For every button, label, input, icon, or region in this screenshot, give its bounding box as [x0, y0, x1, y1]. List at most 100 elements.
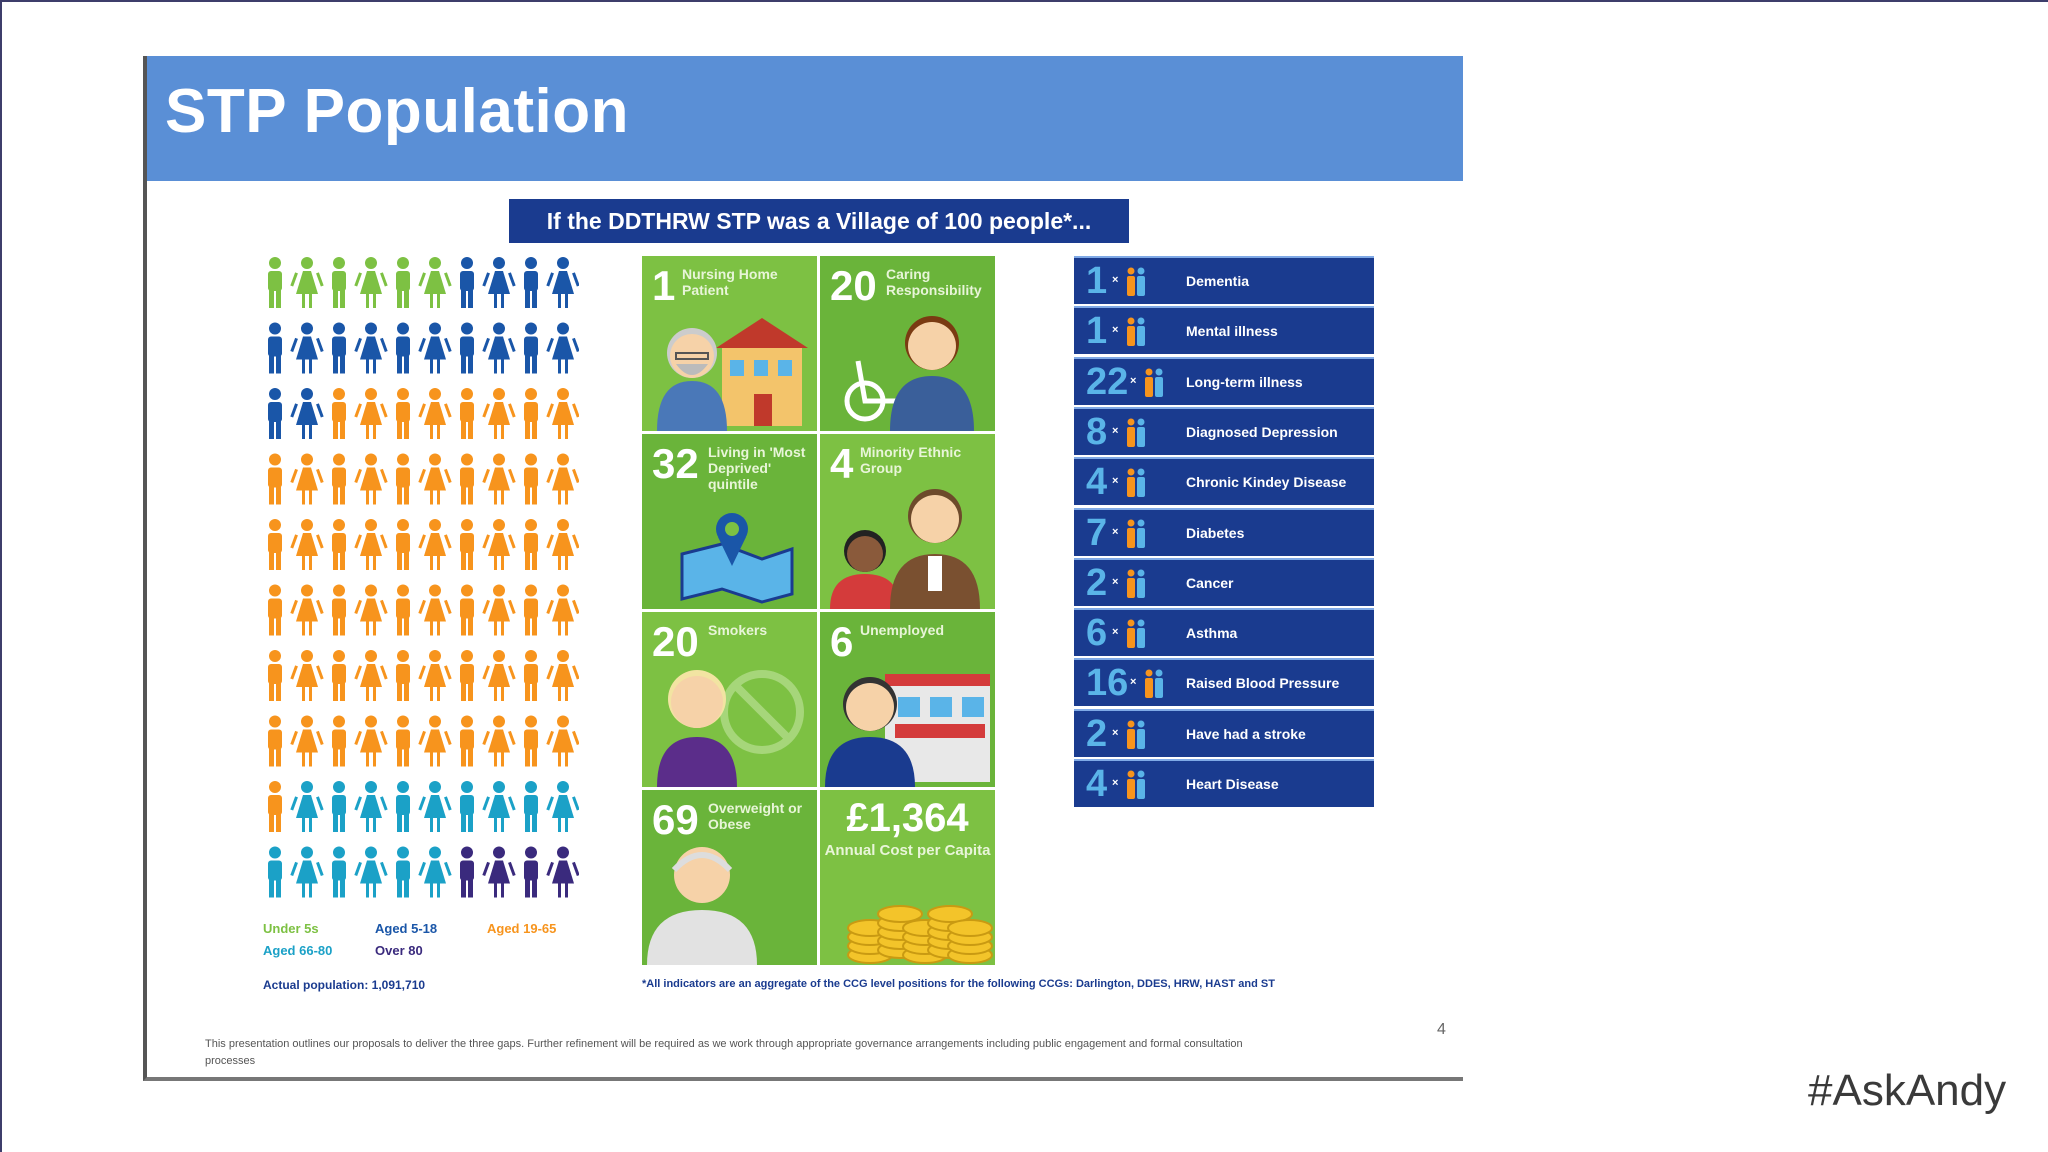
person-icon [482, 650, 516, 701]
indicator-tile: £1,364 Annual Cost per Capita [820, 790, 995, 965]
couple-person-icon [1127, 569, 1145, 598]
legend-item: Aged 5-18 [375, 921, 438, 936]
person-icon [546, 322, 579, 374]
condition-row: 4 × Heart Disease [1074, 759, 1374, 807]
slide-bottom-note: This presentation outlines our proposals… [205, 1038, 1243, 1067]
multiply-sign: × [1130, 374, 1137, 387]
person-icon [332, 322, 346, 374]
tile-value: £1,364 [846, 796, 969, 840]
person-icon [354, 650, 388, 701]
carer-wheelchair-icon [844, 316, 974, 431]
person-icon [482, 781, 516, 832]
condition-count: 2 [1086, 561, 1108, 604]
person-icon [354, 388, 388, 439]
condition-row: 22 × Long-term illness [1074, 356, 1374, 405]
person-icon [482, 257, 516, 308]
condition-row: 16 × Raised Blood Pressure [1074, 658, 1374, 707]
person-icon [546, 388, 579, 439]
condition-label: Asthma [1186, 625, 1238, 642]
person-icon [332, 650, 346, 701]
person-icon [268, 257, 282, 308]
tile-label: Minority Ethnic Group [860, 444, 962, 476]
couple-person-icon [1127, 468, 1145, 498]
population-pictogram [268, 257, 579, 898]
person-icon [268, 650, 282, 701]
person-icon [482, 322, 516, 374]
person-icon [290, 650, 324, 701]
indicator-tile: 20 Caring Responsibility [820, 256, 995, 431]
coins-icon [847, 905, 993, 964]
hashtag-label: #AskAndy [1808, 1066, 2007, 1115]
person-icon [482, 715, 516, 767]
person-icon [396, 322, 410, 374]
village-banner: If the DDTHRW STP was a Village of 100 p… [509, 199, 1129, 243]
map-pin-icon [680, 513, 794, 604]
person-icon [482, 846, 516, 898]
person-icon [354, 781, 388, 832]
condition-row: 4 × Chronic Kindey Disease [1074, 457, 1374, 506]
indicator-tile: 4 Minority Ethnic Group [820, 434, 995, 609]
couple-person-icon [1127, 770, 1145, 799]
person-icon [546, 846, 579, 898]
condition-label: Diagnosed Depression [1186, 423, 1338, 440]
person-icon [418, 715, 452, 767]
tile-value: 20 [830, 262, 877, 309]
person-icon [418, 650, 452, 701]
condition-count: 2 [1086, 712, 1108, 755]
person-icon [418, 388, 452, 439]
person-icon [396, 257, 410, 308]
person-icon [418, 322, 452, 374]
person-icon [460, 322, 474, 374]
tile-value: 32 [652, 440, 699, 487]
person-icon [460, 715, 474, 767]
person-icon [290, 453, 324, 505]
person-icon [354, 453, 388, 505]
person-icon [418, 257, 452, 308]
person-icon [418, 519, 452, 570]
person-icon [524, 650, 538, 701]
person-icon [290, 519, 324, 570]
person-icon [460, 453, 474, 505]
condition-row: 1 × Dementia [1074, 256, 1374, 304]
condition-count: 4 [1086, 763, 1108, 805]
person-icon [524, 846, 538, 898]
indicator-tile: 69 Overweight or Obese [642, 790, 817, 965]
person-icon [647, 847, 757, 965]
person-icon [290, 781, 324, 832]
person-icon [332, 715, 346, 767]
person-icon [354, 584, 388, 636]
tile-value: 6 [830, 618, 854, 665]
multiply-sign: × [1112, 777, 1119, 789]
person-icon [268, 781, 282, 832]
person-icon [396, 650, 410, 701]
condition-count: 6 [1086, 612, 1108, 655]
person-icon [396, 519, 410, 570]
condition-count: 7 [1086, 511, 1108, 554]
couple-person-icon [1127, 519, 1145, 548]
couple-person-icon [1127, 267, 1145, 296]
condition-count: 22 [1086, 360, 1129, 403]
indicator-tile: 1 Nursing Home Patient [642, 256, 817, 431]
person-icon [524, 519, 538, 570]
indicator-footnote: *All indicators are an aggregate of the … [642, 978, 1275, 990]
person-icon [354, 519, 388, 570]
tile-value: 20 [652, 618, 699, 665]
person-icon [460, 388, 474, 439]
person-icon [418, 453, 452, 505]
indicator-tile: 32 Living in 'Most Deprived' quintile [642, 434, 817, 609]
condition-row: 8 × Diagnosed Depression [1074, 406, 1374, 455]
multiply-sign: × [1130, 676, 1137, 689]
person-icon [524, 257, 538, 308]
person-icon [418, 846, 452, 898]
person-icon [396, 846, 410, 898]
condition-row: 1 × Mental illness [1074, 306, 1374, 355]
person-icon [354, 846, 388, 898]
legend-item: Over 80 [375, 943, 423, 958]
person-icon [268, 322, 282, 374]
person-icon [524, 584, 538, 636]
condition-label: Have had a stroke [1186, 725, 1306, 742]
person-icon [290, 388, 324, 439]
person-icon [482, 584, 516, 636]
person-icon [268, 519, 282, 570]
person-icon [290, 257, 324, 308]
